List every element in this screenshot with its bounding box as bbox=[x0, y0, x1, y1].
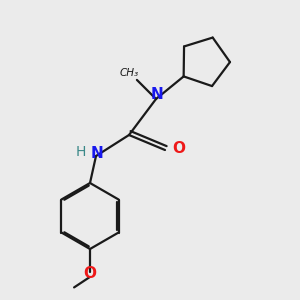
Text: O: O bbox=[172, 141, 185, 156]
Text: CH₃: CH₃ bbox=[120, 68, 139, 78]
Text: N: N bbox=[91, 146, 104, 161]
Text: O: O bbox=[83, 266, 97, 280]
Text: H: H bbox=[76, 146, 86, 159]
Text: N: N bbox=[151, 87, 164, 102]
